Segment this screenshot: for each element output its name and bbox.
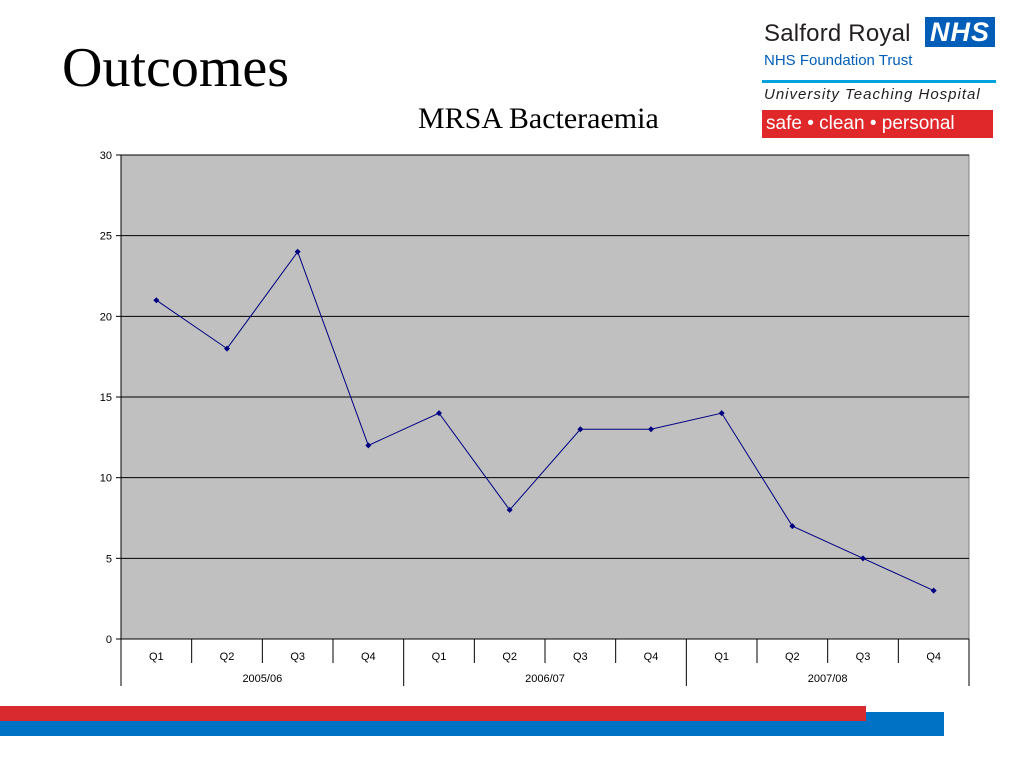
logo-subtitle: University Teaching Hospital <box>764 86 981 103</box>
x-tick-label: Q2 <box>220 651 235 663</box>
x-tick-label: Q1 <box>714 651 729 663</box>
x-tick-label: Q1 <box>432 651 447 663</box>
y-tick-label: 0 <box>106 634 112 646</box>
x-tick-label: Q4 <box>644 651 659 663</box>
x-tick-label: Q3 <box>856 651 871 663</box>
x-tick-label: Q3 <box>573 651 588 663</box>
x-tick-label: Q4 <box>361 651 376 663</box>
data-point <box>577 426 584 433</box>
logo-organisation: Salford Royal <box>764 20 911 47</box>
data-point <box>365 442 372 449</box>
logo-divider <box>762 80 996 83</box>
y-tick-label: 15 <box>100 392 112 404</box>
x-tick-label: Q3 <box>290 651 305 663</box>
x-group-label: 2005/06 <box>242 673 282 685</box>
footer-stripe-red <box>0 706 866 721</box>
data-point <box>153 297 160 304</box>
footer-stripe-blue-tab <box>866 712 944 721</box>
data-point <box>930 587 937 594</box>
data-point <box>860 555 866 562</box>
logo-trust: NHS Foundation Trust <box>764 52 913 69</box>
nhs-badge: NHS <box>925 17 995 47</box>
y-tick-label: 30 <box>100 150 112 162</box>
data-point <box>718 410 725 417</box>
y-tick-label: 25 <box>100 231 112 243</box>
y-tick-label: 20 <box>100 311 112 323</box>
data-point <box>789 523 796 530</box>
footer-stripe-blue <box>0 721 944 736</box>
x-tick-label: Q1 <box>149 651 164 663</box>
logo-tagline: safe • clean • personal <box>762 110 993 138</box>
data-point <box>506 506 513 513</box>
y-tick-label: 10 <box>100 473 112 485</box>
slide-title: Outcomes <box>62 37 290 99</box>
x-tick-label: Q2 <box>502 651 517 663</box>
x-group-label: 2007/08 <box>808 673 848 685</box>
chart-title: MRSA Bacteraemia <box>418 102 659 135</box>
data-point <box>436 410 442 417</box>
salford-royal-logo: Salford Royal NHS NHS Foundation Trust U… <box>762 14 998 140</box>
series-line <box>156 250 934 592</box>
y-tick-label: 5 <box>106 553 112 565</box>
x-tick-label: Q2 <box>785 651 800 663</box>
data-point <box>648 426 654 433</box>
mrsa-line-chart: 0 5 10 15 20 25 30 Q1 Q2 Q3 Q4 Q1 Q2 Q3 Q4 Q1 Q2 Q3 Q4 2005… <box>100 150 970 686</box>
data-point <box>224 345 230 352</box>
x-group-label: 2006/07 <box>525 673 565 685</box>
data-point <box>294 248 301 255</box>
x-tick-label: Q4 <box>926 651 941 663</box>
